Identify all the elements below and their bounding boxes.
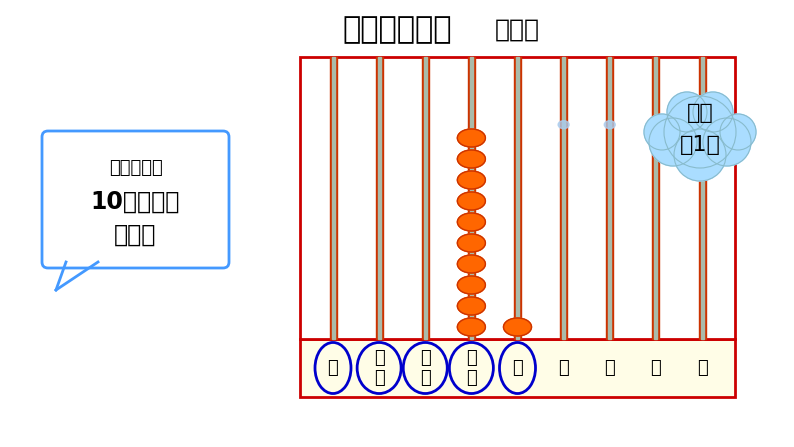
Text: 百: 百 (604, 359, 615, 377)
Text: 千: 千 (558, 359, 569, 377)
Text: 百
万: 百 万 (420, 349, 430, 387)
Text: 个: 个 (696, 359, 707, 377)
Text: 请同学们观: 请同学们观 (109, 159, 163, 177)
Bar (654, 57, 657, 339)
Bar (514, 57, 521, 339)
Ellipse shape (457, 234, 485, 252)
Ellipse shape (457, 192, 485, 210)
Bar (608, 57, 611, 339)
Circle shape (664, 96, 736, 168)
Text: 亿: 亿 (328, 359, 338, 377)
Bar (424, 57, 426, 339)
Ellipse shape (457, 297, 485, 315)
Text: 十
万: 十 万 (466, 349, 476, 387)
Ellipse shape (457, 255, 485, 273)
Bar (422, 57, 429, 339)
Ellipse shape (457, 129, 485, 147)
Bar (700, 57, 703, 339)
Text: 10个一万是: 10个一万是 (91, 190, 180, 214)
Circle shape (674, 129, 726, 181)
Ellipse shape (503, 318, 531, 336)
Bar (607, 57, 613, 339)
FancyBboxPatch shape (42, 131, 229, 268)
Text: 二、探究新知: 二、探究新知 (342, 15, 452, 44)
Bar (560, 57, 567, 339)
Text: 万: 万 (512, 359, 523, 377)
Circle shape (667, 92, 707, 132)
Ellipse shape (457, 171, 485, 189)
Ellipse shape (604, 121, 615, 129)
Bar (470, 57, 473, 339)
Text: 计数器: 计数器 (495, 18, 540, 42)
Circle shape (644, 114, 680, 150)
Bar (376, 57, 383, 339)
Polygon shape (56, 262, 98, 290)
Text: 千
万: 千 万 (374, 349, 384, 387)
Bar (468, 57, 475, 339)
Bar (699, 57, 706, 339)
Text: 向前
进1位: 向前 进1位 (680, 103, 720, 156)
Circle shape (649, 118, 697, 166)
Bar (332, 57, 334, 339)
Ellipse shape (457, 150, 485, 168)
Circle shape (693, 92, 733, 132)
Bar (378, 57, 380, 339)
Text: 十万。: 十万。 (114, 223, 156, 246)
Bar (562, 57, 565, 339)
Bar (516, 57, 519, 339)
Circle shape (720, 114, 756, 150)
Ellipse shape (457, 318, 485, 336)
Ellipse shape (457, 213, 485, 231)
Bar (653, 57, 659, 339)
Circle shape (703, 118, 751, 166)
Text: 十: 十 (650, 359, 661, 377)
Ellipse shape (558, 121, 569, 129)
Ellipse shape (457, 276, 485, 294)
Bar (330, 57, 337, 339)
FancyBboxPatch shape (300, 339, 735, 397)
FancyBboxPatch shape (300, 57, 735, 339)
